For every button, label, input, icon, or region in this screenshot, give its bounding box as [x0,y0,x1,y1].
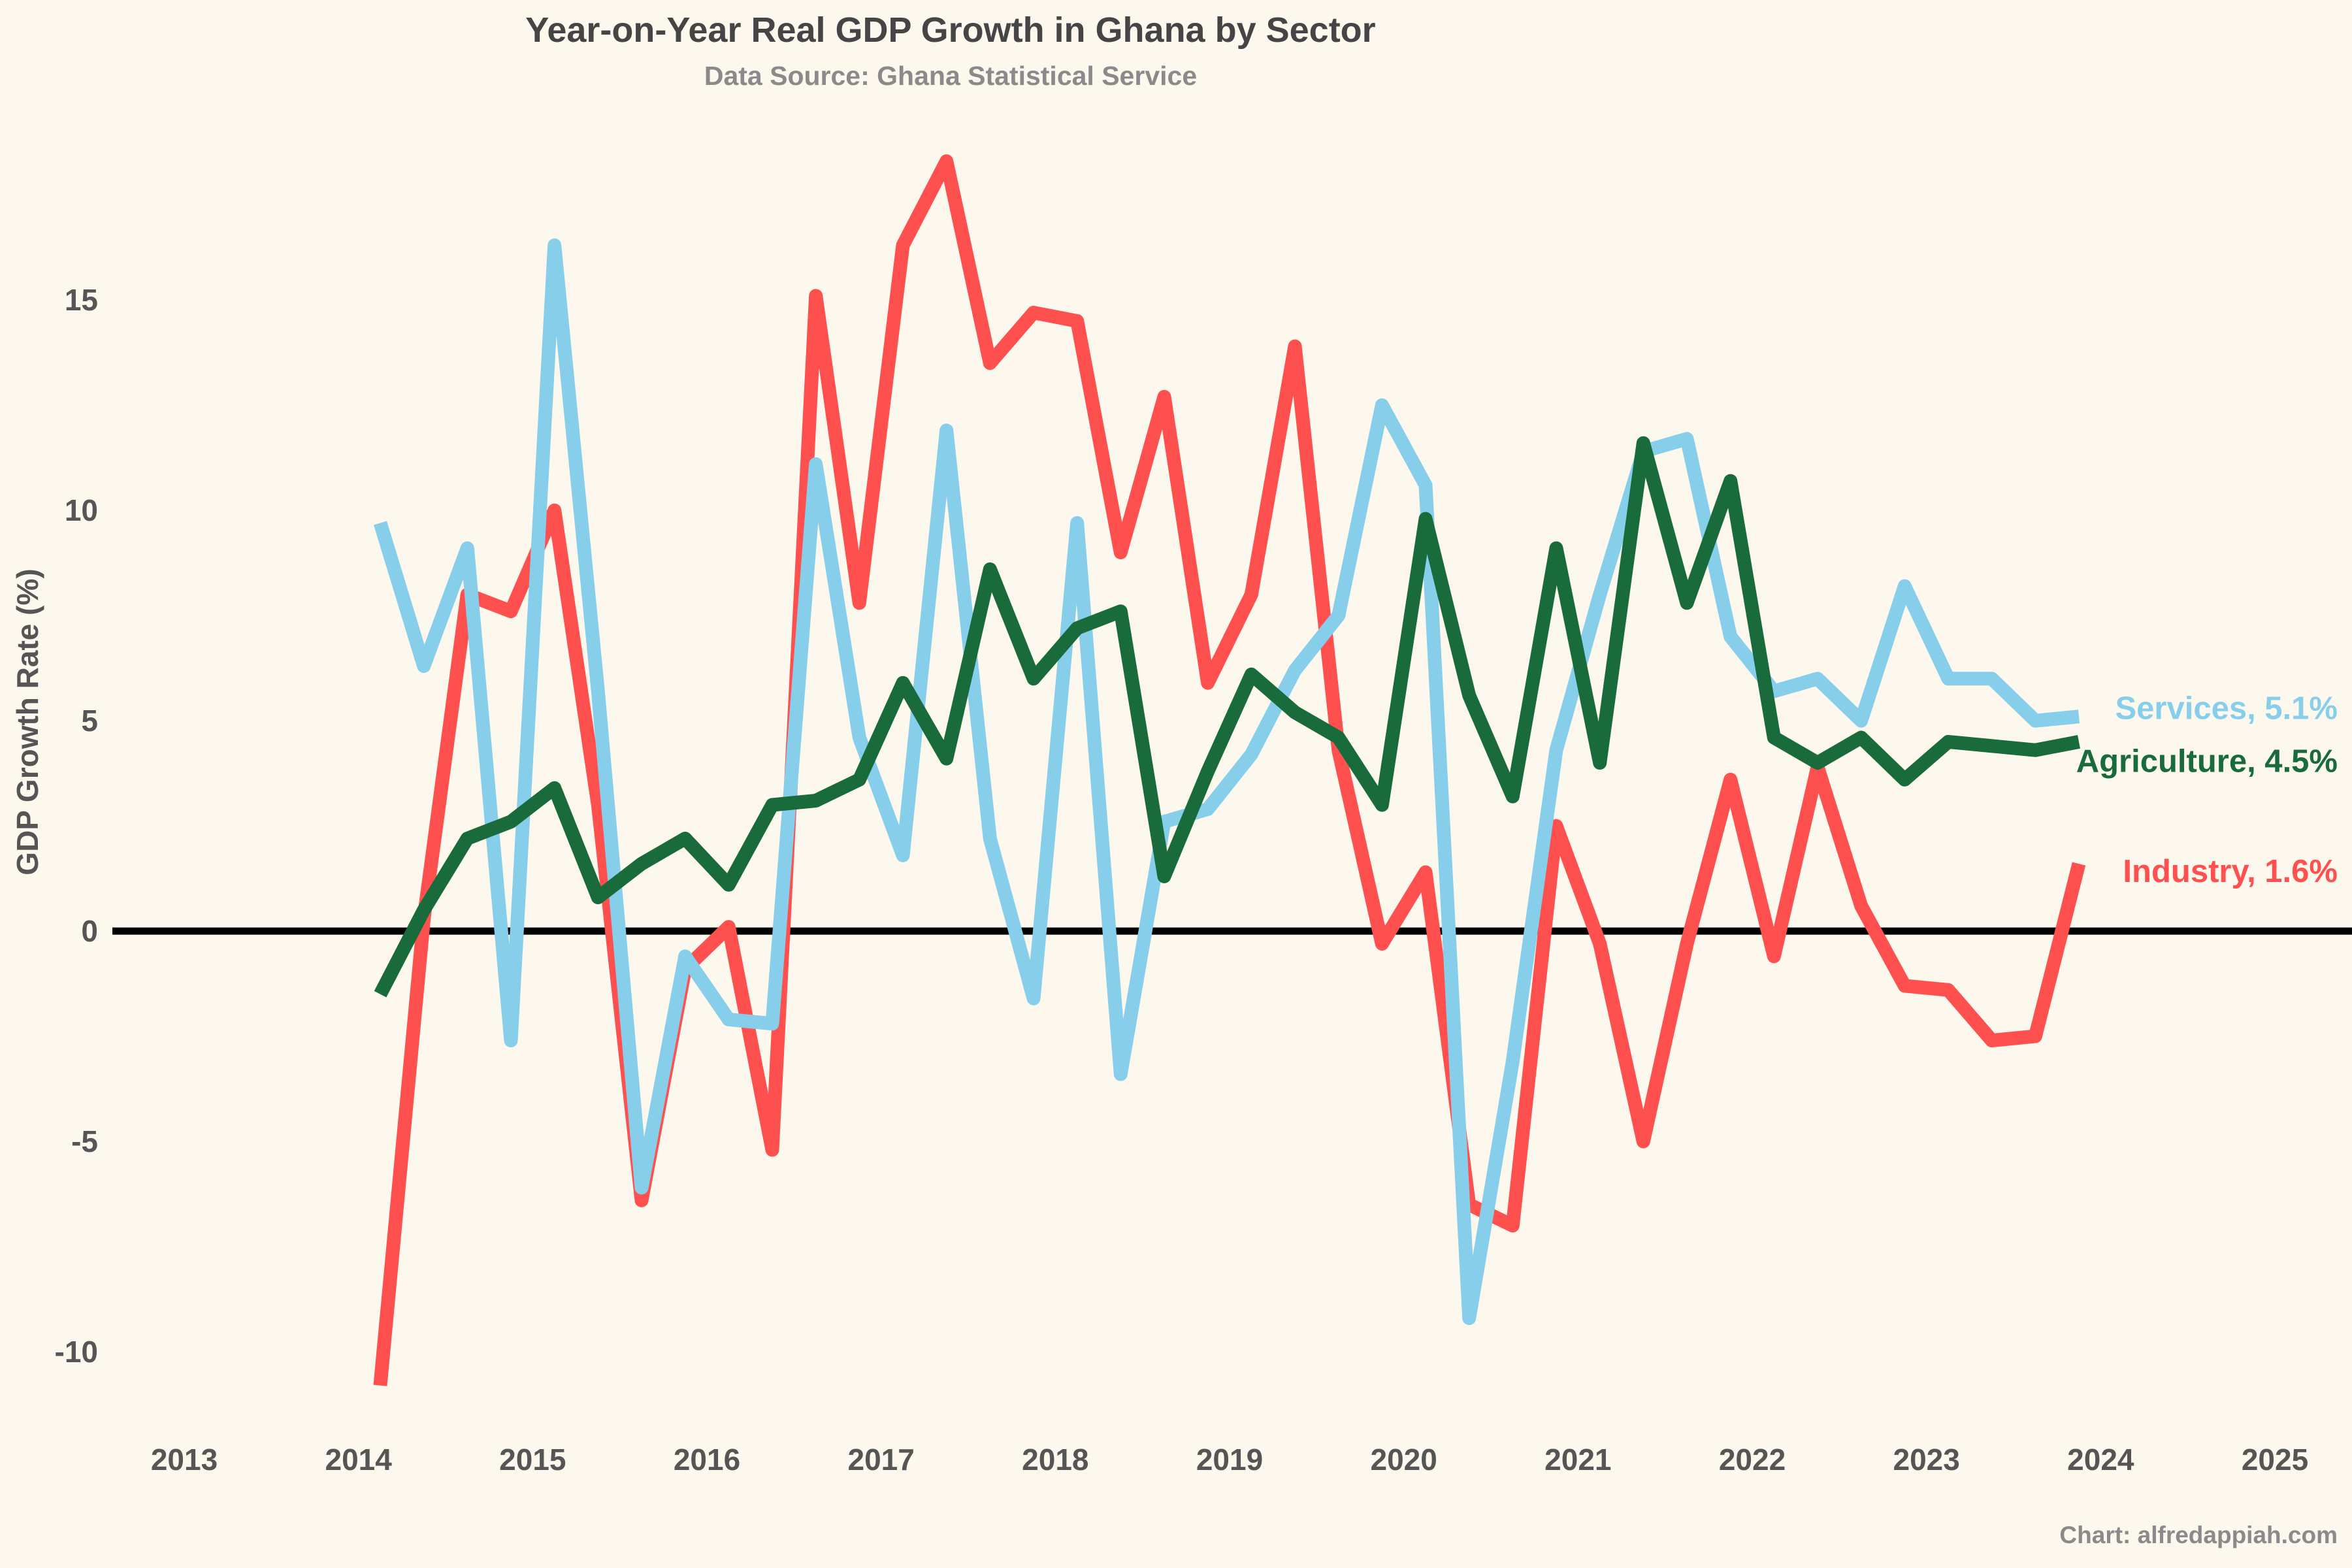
y-axis-ticks: -10 -5 0 5 10 15 [55,283,98,1369]
x-tick-label: 2023 [1893,1443,1959,1477]
x-tick-label: 2015 [499,1443,566,1477]
chart-credit: Chart: alfredappiah.com [2059,1522,2338,1548]
x-tick-label: 2014 [325,1443,392,1477]
x-tick-label: 2016 [674,1443,740,1477]
x-tick-label: 2013 [151,1443,218,1477]
x-tick-label: 2017 [847,1443,914,1477]
y-tick-label: -10 [55,1335,98,1369]
series-end-labels: Industry, 1.6% Services, 5.1% Agriculture,… [2076,691,2338,889]
x-tick-label: 2020 [1370,1443,1437,1477]
y-tick-label: 5 [81,704,98,738]
y-tick-label: 0 [81,914,98,948]
chart-subtitle: Data Source: Ghana Statistical Service [704,61,1197,91]
series-line-agriculture [374,436,2080,998]
x-tick-label: 2018 [1022,1443,1088,1477]
series-line-services [373,238,2080,1326]
x-axis-ticks: 2013 2014 2015 2016 2017 2018 2019 2020 2021 2022… [151,1443,2308,1477]
y-tick-label: -5 [71,1124,98,1158]
chart-title: Year-on-Year Real GDP Growth in Ghana by… [525,10,1375,50]
y-tick-label: 10 [65,493,98,527]
series-lines [373,154,2086,1386]
series-label-agriculture: Agriculture, 4.5% [2076,743,2338,779]
series-label-industry: Industry, 1.6% [2123,854,2338,889]
x-tick-label: 2025 [2242,1443,2308,1477]
x-tick-label: 2021 [1544,1443,1611,1477]
x-tick-label: 2024 [2067,1443,2134,1477]
y-tick-label: 15 [65,283,98,317]
series-label-services: Services, 5.1% [2115,691,2338,727]
y-axis-label: GDP Growth Rate (%) [10,568,44,875]
x-tick-label: 2022 [1719,1443,1786,1477]
x-tick-label: 2019 [1196,1443,1263,1477]
